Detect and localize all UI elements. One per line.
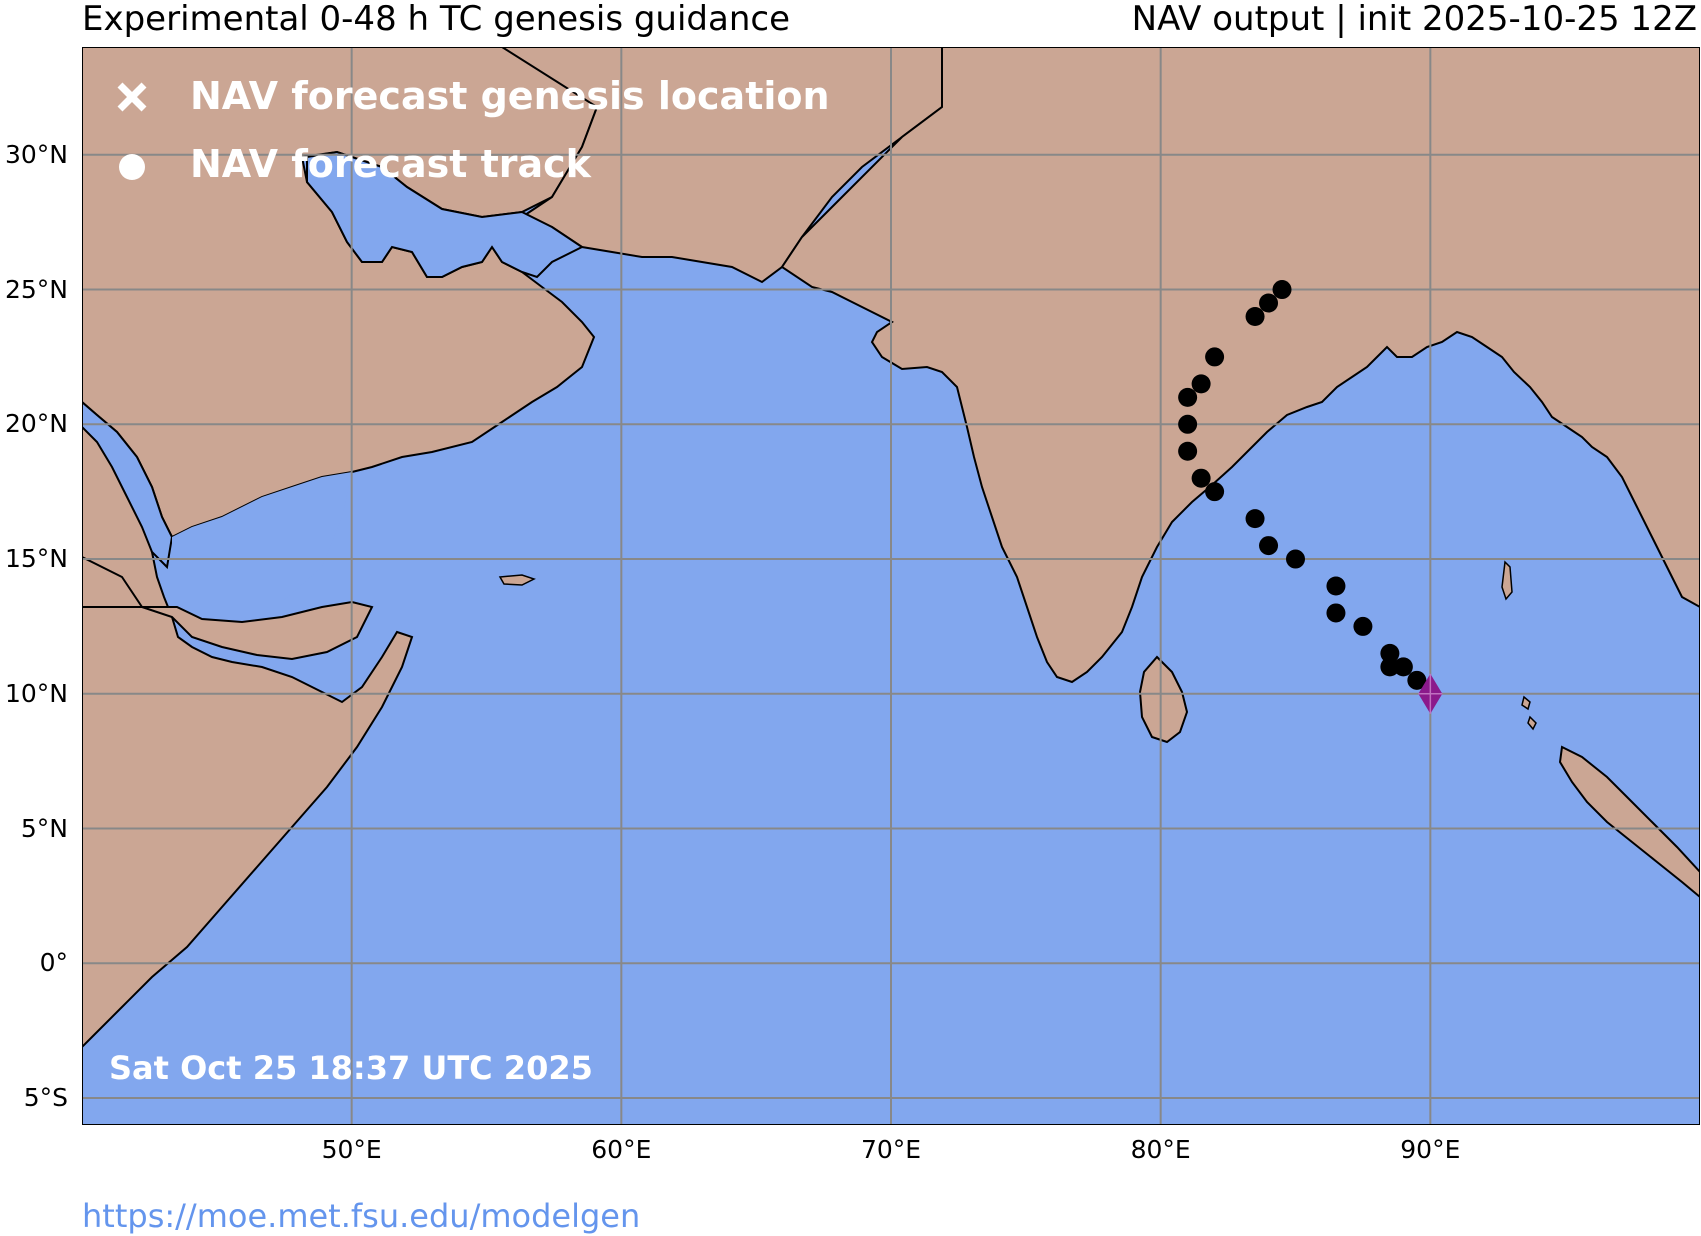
- latitude-tick-label: 25°N: [4, 274, 68, 304]
- track-point: [1407, 670, 1427, 690]
- latitude-tick-label: 30°N: [4, 139, 68, 169]
- track-point: [1380, 643, 1400, 663]
- track-point: [1353, 616, 1373, 636]
- nicobar-islands: [1521, 695, 1537, 731]
- andaman-islands: [1501, 560, 1513, 601]
- source-url-link[interactable]: https://moe.met.fsu.edu/modelgen: [82, 1197, 641, 1235]
- longitude-tick-label: 60°E: [591, 1135, 652, 1164]
- genesis-marker: [1418, 673, 1443, 714]
- longitude-tick-label: 80°E: [1130, 1135, 1191, 1164]
- longitude-tick-label: 70°E: [860, 1135, 922, 1164]
- legend-track-label: NAV forecast track: [190, 142, 591, 186]
- track-point: [1326, 576, 1346, 596]
- sri-lanka: [1138, 655, 1189, 744]
- track-point: [1326, 603, 1346, 623]
- iran-pakistan: [500, 47, 943, 284]
- track-point: [1191, 468, 1211, 488]
- graticule: [82, 47, 1700, 1125]
- persian-gulf: [306, 150, 584, 279]
- track-point: [1205, 347, 1225, 367]
- track-point: [1259, 293, 1279, 313]
- legend-genesis-symbol: [117, 82, 147, 112]
- map-title: Experimental 0-48 h TC genesis guidance: [82, 0, 790, 39]
- basemap: [82, 47, 1700, 1125]
- legend-track-symbol: [119, 154, 145, 180]
- track-point: [1286, 549, 1305, 569]
- track-point: [1393, 657, 1413, 677]
- track-point: [1259, 536, 1279, 556]
- longitude-tick-label: 50°E: [321, 1135, 382, 1164]
- legend-symbols: [117, 82, 147, 180]
- latitude-tick-label: 5°N: [20, 813, 68, 843]
- track-point: [1245, 509, 1265, 529]
- latitude-tick-label: 15°N: [4, 544, 68, 574]
- track-point: [1178, 414, 1198, 434]
- latitude-tick-label: 10°N: [4, 678, 68, 708]
- latitude-tick-label: 5°S: [23, 1083, 68, 1113]
- longitude-tick-label: 90°E: [1400, 1135, 1461, 1164]
- track-point: [1191, 374, 1211, 394]
- map-panel: NAV forecast genesis location NAV foreca…: [82, 47, 1700, 1125]
- socotra: [498, 574, 536, 586]
- legend-genesis-label: NAV forecast genesis location: [190, 74, 830, 118]
- somalia: [141, 600, 374, 661]
- red-sea: [82, 400, 174, 570]
- model-init-label: NAV output | init 2025-10-25 12Z: [1131, 0, 1697, 39]
- track-point: [1178, 441, 1198, 461]
- track-point: [1245, 307, 1265, 326]
- track-point: [1272, 280, 1292, 300]
- run-timestamp: Sat Oct 25 18:37 UTC 2025: [109, 1049, 593, 1087]
- latitude-tick-label: 0°: [39, 948, 68, 978]
- track-point: [1380, 657, 1400, 677]
- latitude-tick-label: 20°N: [4, 409, 68, 439]
- track-point: [1178, 387, 1198, 407]
- sumatra: [1558, 745, 1700, 899]
- gulf-of-aden: [172, 472, 352, 622]
- track-point: [1205, 482, 1225, 502]
- forecast-track: [1178, 280, 1427, 690]
